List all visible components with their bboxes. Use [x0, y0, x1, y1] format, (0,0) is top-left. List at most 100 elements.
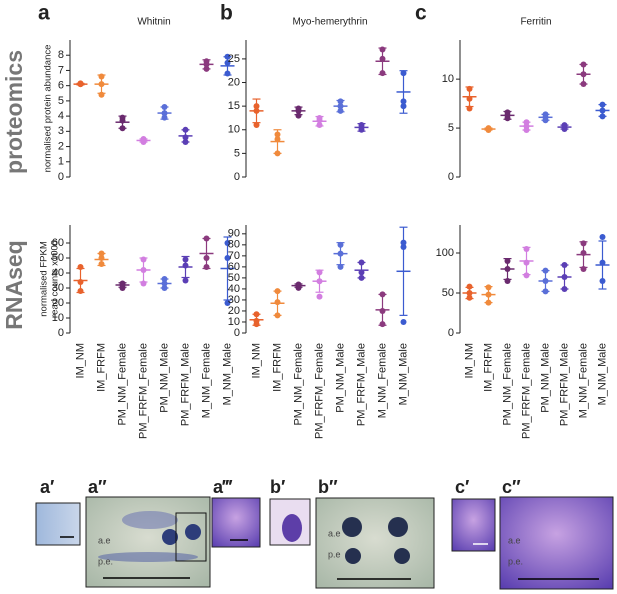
- data-point: [77, 80, 84, 87]
- data-point: [316, 293, 323, 300]
- y-tick-label: 0: [448, 171, 454, 183]
- data-point: [203, 264, 210, 270]
- stain: [122, 511, 178, 529]
- data-point: [379, 307, 386, 314]
- data-point: [274, 136, 281, 143]
- y-tick-label: 50: [228, 272, 240, 284]
- data-point: [203, 65, 210, 72]
- stain: [394, 548, 410, 564]
- image-label: b″: [318, 477, 338, 497]
- data-point: [182, 138, 189, 145]
- x-tick-label: PM_NM_Female: [116, 343, 128, 426]
- image-label: a″: [88, 477, 107, 497]
- data-point: [523, 119, 530, 126]
- x-tick-label: M_NM_Male: [596, 343, 608, 405]
- stain: [345, 548, 361, 564]
- data-point: [466, 294, 473, 301]
- y-tick-label: 5: [58, 95, 64, 107]
- image: [499, 496, 614, 590]
- y-tick-label: 40: [228, 283, 240, 295]
- x-tick-label: IM_FRFM: [95, 343, 107, 392]
- data-point: [379, 55, 386, 62]
- data-point: [203, 255, 210, 261]
- panel-letter: a: [38, 2, 50, 25]
- x-tick-label: PM_NM_Female: [501, 343, 513, 426]
- data-point: [542, 111, 549, 118]
- data-point: [182, 277, 189, 284]
- x-tick-label: IM_NM: [74, 343, 86, 378]
- x-tick-label: PM_FRFM_Male: [355, 343, 367, 426]
- data-point: [253, 103, 260, 110]
- data-point: [140, 267, 147, 273]
- data-point: [77, 279, 84, 285]
- image-annotation: a.e: [98, 535, 111, 545]
- y-tick-label: 0: [58, 171, 64, 183]
- data-point: [542, 267, 549, 274]
- stain: [282, 514, 302, 542]
- data-point: [182, 126, 189, 133]
- row-label: proteomics: [1, 50, 27, 174]
- x-tick-label: M_NM_Male: [397, 343, 409, 405]
- y-tick-label: 10: [52, 312, 64, 324]
- data-point: [253, 107, 260, 114]
- data-point: [224, 255, 231, 261]
- data-point: [224, 53, 231, 60]
- data-point: [379, 46, 386, 53]
- y-tick-label: 0: [58, 327, 64, 339]
- y-tick-label: 10: [442, 73, 454, 85]
- y-axis-label: normalised protein abundance: [43, 45, 54, 173]
- data-point: [224, 240, 231, 246]
- data-point: [599, 259, 606, 266]
- y-tick-label: 50: [442, 287, 454, 299]
- data-point: [182, 134, 189, 141]
- data-point: [98, 81, 105, 88]
- data-point: [77, 264, 84, 270]
- data-point: [337, 98, 344, 105]
- data-point: [253, 317, 260, 324]
- x-tick-label: PM_NM_Male: [334, 343, 346, 413]
- data-point: [485, 291, 492, 298]
- stain: [162, 529, 178, 545]
- y-tick-label: 80: [228, 239, 240, 251]
- data-point: [580, 71, 587, 78]
- data-point: [316, 278, 323, 285]
- y-tick-label: 50: [52, 252, 64, 264]
- y-tick-label: 7: [58, 64, 64, 76]
- data-point: [274, 312, 281, 319]
- data-point: [504, 258, 511, 264]
- data-point: [358, 274, 365, 281]
- x-tick-label: IM_FRFM: [271, 343, 283, 392]
- x-tick-label: PM_NM_Male: [539, 343, 551, 413]
- data-point: [379, 70, 386, 77]
- data-point: [561, 274, 568, 280]
- data-point: [182, 262, 189, 269]
- data-point: [599, 234, 606, 240]
- data-point: [580, 250, 587, 256]
- data-point: [203, 235, 210, 242]
- image: [211, 497, 261, 548]
- data-point: [400, 70, 407, 77]
- data-point: [140, 280, 147, 287]
- y-tick-label: 100: [436, 247, 454, 259]
- image: [451, 498, 496, 552]
- data-point: [358, 269, 365, 276]
- data-point: [379, 321, 386, 328]
- data-point: [337, 250, 344, 257]
- y-tick-label: 0: [448, 327, 454, 339]
- data-point: [161, 280, 168, 287]
- data-point: [466, 85, 473, 92]
- data-point: [161, 276, 168, 282]
- data-point: [599, 107, 606, 114]
- x-tick-label: M_NM_Female: [577, 343, 589, 418]
- data-point: [316, 114, 323, 121]
- x-tick-label: PM_FRFM_Male: [179, 343, 191, 426]
- image-label: a′: [40, 477, 54, 497]
- data-point: [161, 114, 168, 121]
- data-point: [337, 103, 344, 110]
- data-point: [337, 241, 344, 248]
- chart-title: Whitnin: [137, 17, 170, 28]
- y-tick-label: 15: [228, 100, 240, 112]
- data-point: [542, 278, 549, 284]
